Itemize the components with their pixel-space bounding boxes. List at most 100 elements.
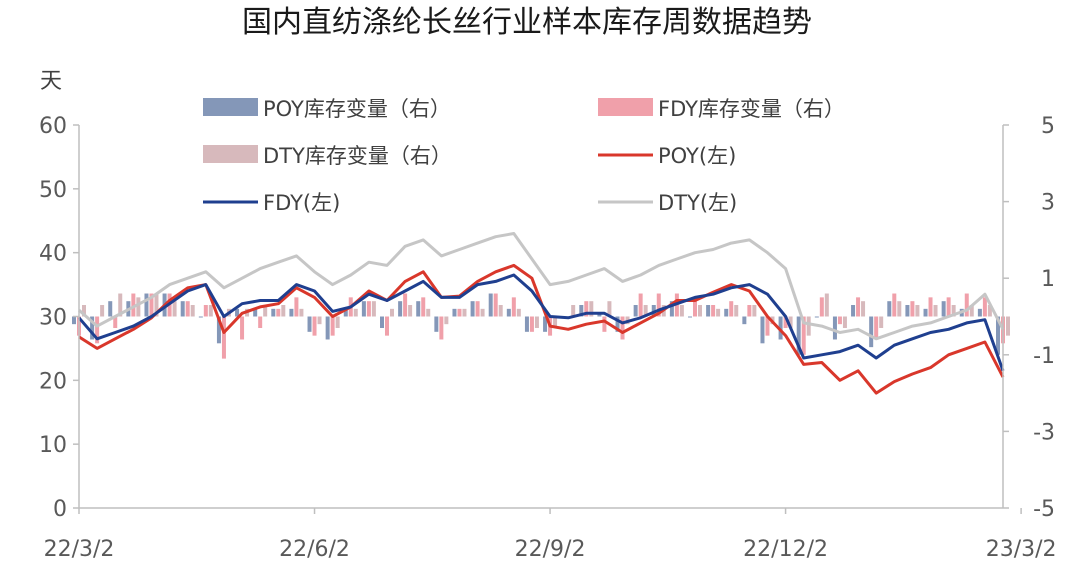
bar-dty [589,301,594,317]
bar-fdy [312,316,317,336]
bar-fdy [819,297,824,317]
legend-swatch [203,145,258,163]
bar-dty [516,308,521,317]
bar-dty [534,316,539,328]
bar-fdy [982,297,987,317]
left-tick-label: 60 [39,114,67,139]
bar-dty [118,293,123,317]
left-tick-label: 0 [53,497,67,522]
bar-poy [343,308,348,317]
bar-dty [897,301,902,317]
bar-dty [480,308,485,317]
bar-poy [144,293,149,317]
legend-item-dty-bar: DTY库存变量（右） [203,144,452,168]
bars-layer [72,293,1010,359]
bar-fdy [638,293,643,317]
right-tick-label: -3 [1033,420,1055,445]
bar-dty [371,301,376,317]
bar-dty [861,301,866,317]
bar-poy [253,308,258,317]
bar-fdy [185,301,190,317]
x-tick-label: 22/12/2 [743,537,828,562]
bar-poy [72,316,76,325]
legend-swatch [598,98,653,116]
bar-poy [633,305,638,317]
bar-poy [742,316,747,325]
bar-fdy [294,297,299,317]
bar-poy [416,301,421,317]
bar-poy [869,316,874,348]
line-dty [78,232,1005,341]
bar-dty [100,305,105,317]
bar-fdy [910,301,915,317]
bar-fdy [928,297,933,317]
bar-fdy [874,316,879,340]
bar-poy [579,305,584,317]
bar-fdy [457,308,462,317]
right-tick-label: -1 [1033,344,1055,369]
bar-dty [281,305,286,317]
left-tick-label: 10 [39,433,67,458]
bar-fdy [403,293,408,317]
bar-fdy [801,316,806,355]
bar-poy [543,316,548,332]
bar-fdy [421,297,426,317]
bar-fdy [385,316,389,336]
bar-dty [842,316,847,328]
bar-dty [969,305,974,317]
bar-dty [299,308,304,317]
bar-dty [154,293,159,317]
bar-dty [317,316,322,325]
left-tick-label: 50 [39,178,67,203]
bar-fdy [656,293,661,317]
bar-fdy [511,297,516,317]
bar-dty [933,305,938,317]
bar-poy [434,316,439,332]
bar-dty [734,305,739,317]
bar-dty [208,305,213,317]
bar-fdy [475,301,480,317]
line-fdy [77,273,1005,372]
bar-fdy [330,316,335,336]
right-tick-label: 5 [1041,114,1055,139]
legend-swatch [203,98,258,116]
bar-poy [216,316,221,344]
bar-dty [571,305,576,317]
legend-item-dty-line: DTY(左) [598,191,737,215]
legend-label: DTY库存变量（右） [263,144,452,168]
bar-fdy [529,316,534,332]
bar-poy [615,316,620,332]
bar-poy [235,308,240,317]
bar-poy [271,308,276,317]
bar-dty [679,305,684,317]
bar-fdy [856,297,861,317]
bar-fdy [747,305,752,317]
bar-dty [82,305,86,317]
legend-item-fdy-line: FDY(左) [203,191,340,215]
bar-dty [788,316,793,328]
bar-poy [796,316,801,355]
bar-dty [752,305,757,317]
bar-fdy [602,316,607,332]
bar-poy [724,308,729,317]
chart-title: 国内直纺涤纶长丝行业样本库存周数据趋势 [242,5,812,40]
left-tick-label: 30 [39,306,67,331]
bar-dty [172,301,177,317]
legend-label: POY库存变量（右） [263,97,451,121]
bar-dty [462,308,467,317]
bar-fdy [783,316,788,328]
legend-label: POY(左) [658,144,736,168]
bar-fdy [711,305,716,317]
bar-dty [915,305,920,317]
bar-fdy [131,293,136,317]
bar-dty [136,297,141,317]
bar-poy [452,308,457,317]
bar-dty [643,305,648,317]
bar-poy [108,301,113,317]
legend-item-poy-line: POY(左) [598,144,736,168]
legend: POY库存变量（右） FDY库存变量（右） DTY库存变量（右） POY(左) FDY(… [203,97,845,215]
bar-poy [488,293,493,317]
x-tick-label: 23/3/2 [986,537,1057,562]
bar-poy [814,316,819,318]
